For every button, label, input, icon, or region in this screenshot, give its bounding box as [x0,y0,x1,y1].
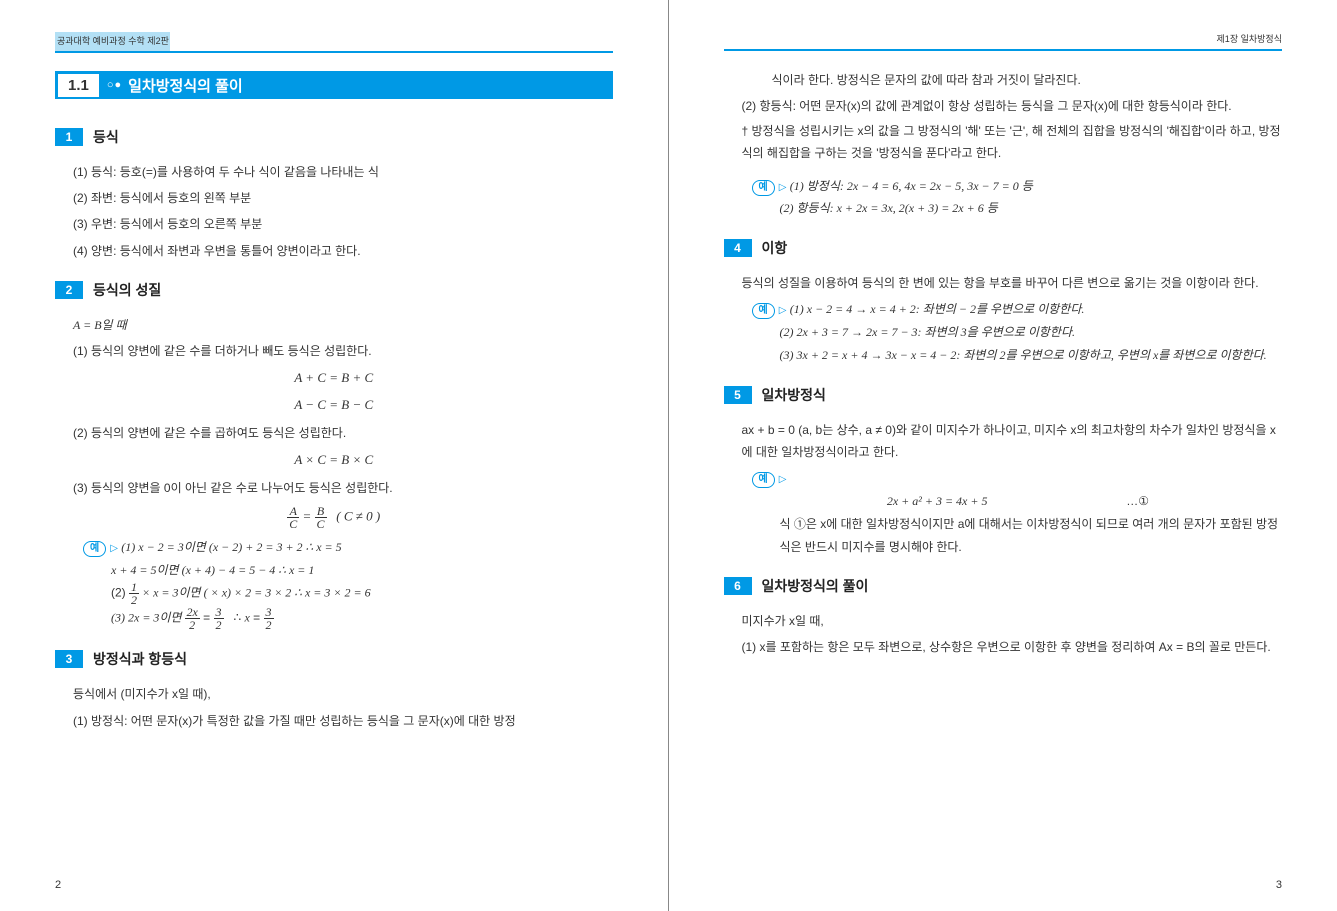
s6-p2: (1) x를 포함하는 항은 모두 좌변으로, 상수항은 우변으로 이항한 후 … [724,636,1283,658]
running-head-right: 제1장 일차방정식 [724,32,1283,51]
triangle-right-icon: ▷ [779,182,787,193]
exA2: (2) 항등식: x + 2x = 3x, 2(x + 3) = 2x + 6 … [752,197,1283,220]
section-head-6: 6 일차방정식의 풀이 [724,576,1283,596]
chapter-banner: 1.1 ○● 일차방정식의 풀이 [55,71,613,99]
s2-eq1a: A + C = B + C [55,368,613,389]
section-title: 일차방정식 [762,385,826,405]
section-head-5: 5 일차방정식 [724,385,1283,405]
s2-eq3: AC = BC ( C ≠ 0 ) [55,505,613,530]
s2-p1: (1) 등식의 양변에 같은 수를 더하거나 빼도 등식은 성립한다. [55,340,613,362]
s5-ex-note: 식 ①은 x에 대한 일차방정식이지만 a에 대해서는 이차방정식이 되므로 여… [752,513,1283,559]
section-title: 일차방정식의 풀이 [762,576,869,596]
s4-p1: 등식의 성질을 이용하여 등식의 한 변에 있는 항을 부호를 바꾸어 다른 변… [724,272,1283,294]
chapter-title: 일차방정식의 풀이 [128,75,243,96]
section-head-4: 4 이항 [724,238,1283,258]
section-head-3: 3 방정식과 항등식 [55,649,613,669]
s4-ex2: (2) 2x + 3 = 7 → 2x = 7 − 3: 좌변의 3을 우변으로… [752,321,1283,344]
s4-ex1: (1) x − 2 = 4 → x = 4 + 2: 좌변의 − 2를 우변으로… [790,302,1085,316]
triangle-right-icon: ▷ [779,474,787,485]
page-number-left: 2 [55,879,61,891]
s5-eq: 2x + a² + 3 = 4x + 5 [752,490,1123,513]
s2-premise: A = B일 때 [55,314,613,336]
s1-line4: (4) 양변: 등식에서 좌변과 우변을 통틀어 양변이라고 한다. [55,240,613,262]
s2-ex1b: x + 4 = 5이면 (x + 4) − 4 = 5 − 4 ∴ x = 1 [83,559,613,582]
running-head-left: 공과대학 예비과정 수학 제2판 [55,32,613,53]
example-tag: 예 [752,303,775,319]
dagger-note: † 방정식을 성립시키는 x의 값을 그 방정식의 '해' 또는 '근', 해 … [724,121,1283,164]
s2-ex3: (3) 2x = 3이면 2x2 = 32 ∴ x = 32 [83,606,613,631]
page-left: 공과대학 예비과정 수학 제2판 1.1 ○● 일차방정식의 풀이 1 등식 (… [0,0,669,911]
example-tag: 예 [752,472,775,488]
s1-line1: (1) 등식: 등호(=)를 사용하여 두 수나 식이 같음을 나타내는 식 [55,161,613,183]
s1-line3: (3) 우변: 등식에서 등호의 오른쪽 부분 [55,213,613,235]
right-exA: 예 ▷ (1) 방정식: 2x − 4 = 6, 4x = 2x − 5, 3x … [724,175,1283,221]
carryover-2: (2) 항등식: 어떤 문자(x)의 값에 관계없이 항상 성립하는 등식을 그… [724,95,1283,117]
s4-ex3: (3) 3x + 2 = x + 4 → 3x − x = 4 − 2: 좌변의… [752,344,1283,367]
section-title: 등식의 성질 [93,280,161,300]
carryover-1: 식이라 한다. 방정식은 문자의 값에 따라 참과 거짓이 달라진다. [724,69,1283,91]
section-number: 4 [724,239,752,257]
s2-eq1b: A − C = B − C [55,395,613,416]
triangle-right-icon: ▷ [779,305,787,316]
section-number: 6 [724,577,752,595]
example-tag: 예 [752,180,775,196]
section-title: 방정식과 항등식 [93,649,187,669]
page-right: 제1장 일차방정식 식이라 한다. 방정식은 문자의 값에 따라 참과 거짓이 … [669,0,1337,911]
s2-ex2: (2) 12 × x = 3이면 ( × x) × 2 = 3 × 2 ∴ x … [83,581,613,606]
s4-example-block: 예 ▷ (1) x − 2 = 4 → x = 4 + 2: 좌변의 − 2를 우… [724,298,1283,366]
section-head-1: 1 등식 [55,127,613,147]
section-number: 1 [55,128,83,146]
s5-example-block: 예 ▷ 2x + a² + 3 = 4x + 5 …① 식 ①은 x에 대한 일차… [724,467,1283,558]
s6-p1: 미지수가 x일 때, [724,610,1283,632]
s2-ex1a: (1) x − 2 = 3이면 (x − 2) + 2 = 3 + 2 ∴ x … [121,540,341,554]
section-number: 5 [724,386,752,404]
chapter-number: 1.1 [58,74,99,97]
section-title: 등식 [93,127,119,147]
s5-p1: ax + b = 0 (a, b는 상수, a ≠ 0)와 같이 미지수가 하나… [724,419,1283,463]
section-title: 이항 [762,238,788,258]
s3-l2: (1) 방정식: 어떤 문자(x)가 특정한 값을 가질 때만 성립하는 등식을… [55,710,613,732]
s2-eq3-cond: ( C ≠ 0 ) [336,508,380,523]
s2-p2: (2) 등식의 양변에 같은 수를 곱하여도 등식은 성립한다. [55,422,613,444]
section-head-2: 2 등식의 성질 [55,280,613,300]
triangle-right-icon: ▷ [110,543,118,554]
s2-example-block: 예 ▷ (1) x − 2 = 3이면 (x − 2) + 2 = 3 + 2 ∴… [55,536,613,632]
s3-l1: 등식에서 (미지수가 x일 때), [55,683,613,705]
s5-eq-ref: …① [1126,490,1149,513]
s1-line2: (2) 좌변: 등식에서 등호의 왼쪽 부분 [55,187,613,209]
exA1: (1) 방정식: 2x − 4 = 6, 4x = 2x − 5, 3x − 7… [790,179,1033,193]
chapter-dots-icon: ○● [107,79,122,91]
section-number: 2 [55,281,83,299]
section-number: 3 [55,650,83,668]
s2-p3: (3) 등식의 양변을 0이 아닌 같은 수로 나누어도 등식은 성립한다. [55,477,613,499]
example-tag: 예 [83,541,106,557]
page-number-right: 3 [1276,879,1282,891]
s2-eq2: A × C = B × C [55,450,613,471]
